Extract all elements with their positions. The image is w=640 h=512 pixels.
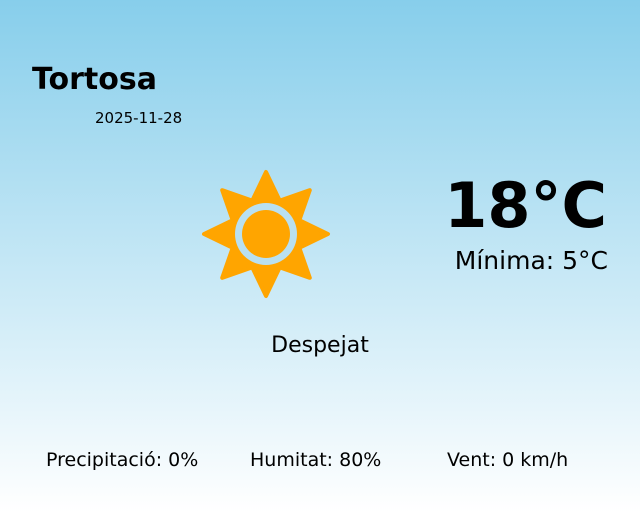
weather-condition: Despejat bbox=[271, 333, 369, 358]
precipitation-stat: Precipitació: 0% bbox=[46, 449, 199, 471]
sun-icon bbox=[202, 170, 330, 298]
forecast-date: 2025-11-28 bbox=[95, 109, 183, 127]
current-temperature: 18°C bbox=[444, 169, 607, 242]
wind-stat: Vent: 0 km/h bbox=[447, 449, 569, 471]
humidity-stat: Humitat: 80% bbox=[250, 449, 382, 471]
minimum-temperature: Mínima: 5°C bbox=[454, 246, 608, 275]
city-name: Tortosa bbox=[32, 62, 157, 97]
